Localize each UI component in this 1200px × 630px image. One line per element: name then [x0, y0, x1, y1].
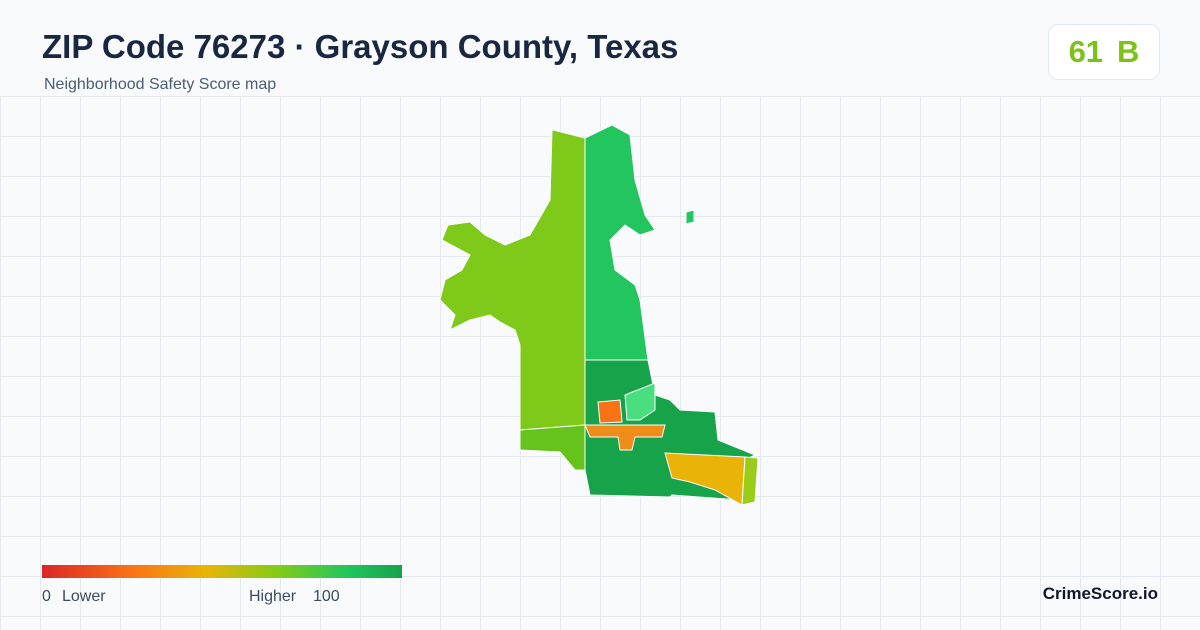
region [624, 382, 656, 421]
region [519, 424, 586, 471]
region [741, 456, 759, 506]
header: ZIP Code 76273 · Grayson County, Texas N… [0, 0, 1200, 96]
region [584, 124, 656, 361]
title: ZIP Code 76273 · Grayson County, Texas [42, 28, 679, 65]
subtitle: Neighborhood Safety Score map [44, 76, 277, 93]
legend-gradient [42, 565, 402, 578]
region [584, 424, 666, 451]
legend-max-label: Higher [249, 588, 297, 605]
score: 61 [1068, 34, 1104, 69]
region [439, 127, 586, 431]
region [597, 399, 623, 424]
legend-min-value: 0 [42, 588, 51, 605]
score-badge: 61 B [1048, 24, 1160, 80]
grade: B [1117, 34, 1140, 69]
region [685, 209, 695, 225]
legend-min-label: Lower [62, 588, 106, 605]
legend-max-value: 100 [313, 588, 340, 605]
brand: CrimeScore.io [1042, 584, 1158, 603]
